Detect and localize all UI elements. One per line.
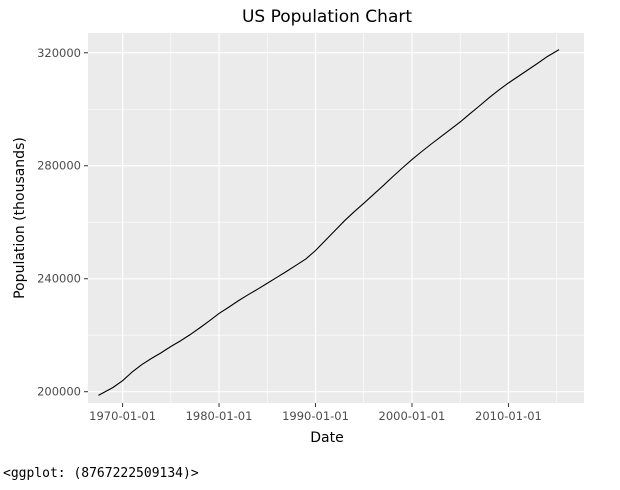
y-tick-label: 320000 xyxy=(37,46,81,60)
x-tick-label: 2010-01-01 xyxy=(475,409,542,423)
x-tick-label: 2000-01-01 xyxy=(379,409,446,423)
y-axis: 200000 240000 280000 320000 xyxy=(37,46,88,399)
x-tick-label: 1990-01-01 xyxy=(282,409,349,423)
series-line xyxy=(98,49,560,396)
y-tick-label: 200000 xyxy=(37,385,81,399)
x-axis: 1970-01-01 1980-01-01 1990-01-01 2000-01-01… xyxy=(89,403,542,423)
plot-panel xyxy=(88,33,584,403)
x-axis-label: Date xyxy=(310,430,343,446)
output-text: <ggplot: (8767222509134)> xyxy=(3,466,199,481)
x-tick-label: 1970-01-01 xyxy=(89,409,156,423)
x-tick-label: 1980-01-01 xyxy=(186,409,253,423)
chart-title: US Population Chart xyxy=(242,7,412,27)
major-gridlines xyxy=(88,33,584,403)
line-chart: 1970-01-01 1980-01-01 1990-01-01 2000-01-01… xyxy=(12,7,584,446)
y-axis-label: Population (thousands) xyxy=(12,137,28,299)
y-tick-label: 280000 xyxy=(37,159,81,173)
minor-gridlines xyxy=(88,33,584,403)
y-tick-label: 240000 xyxy=(37,272,81,286)
